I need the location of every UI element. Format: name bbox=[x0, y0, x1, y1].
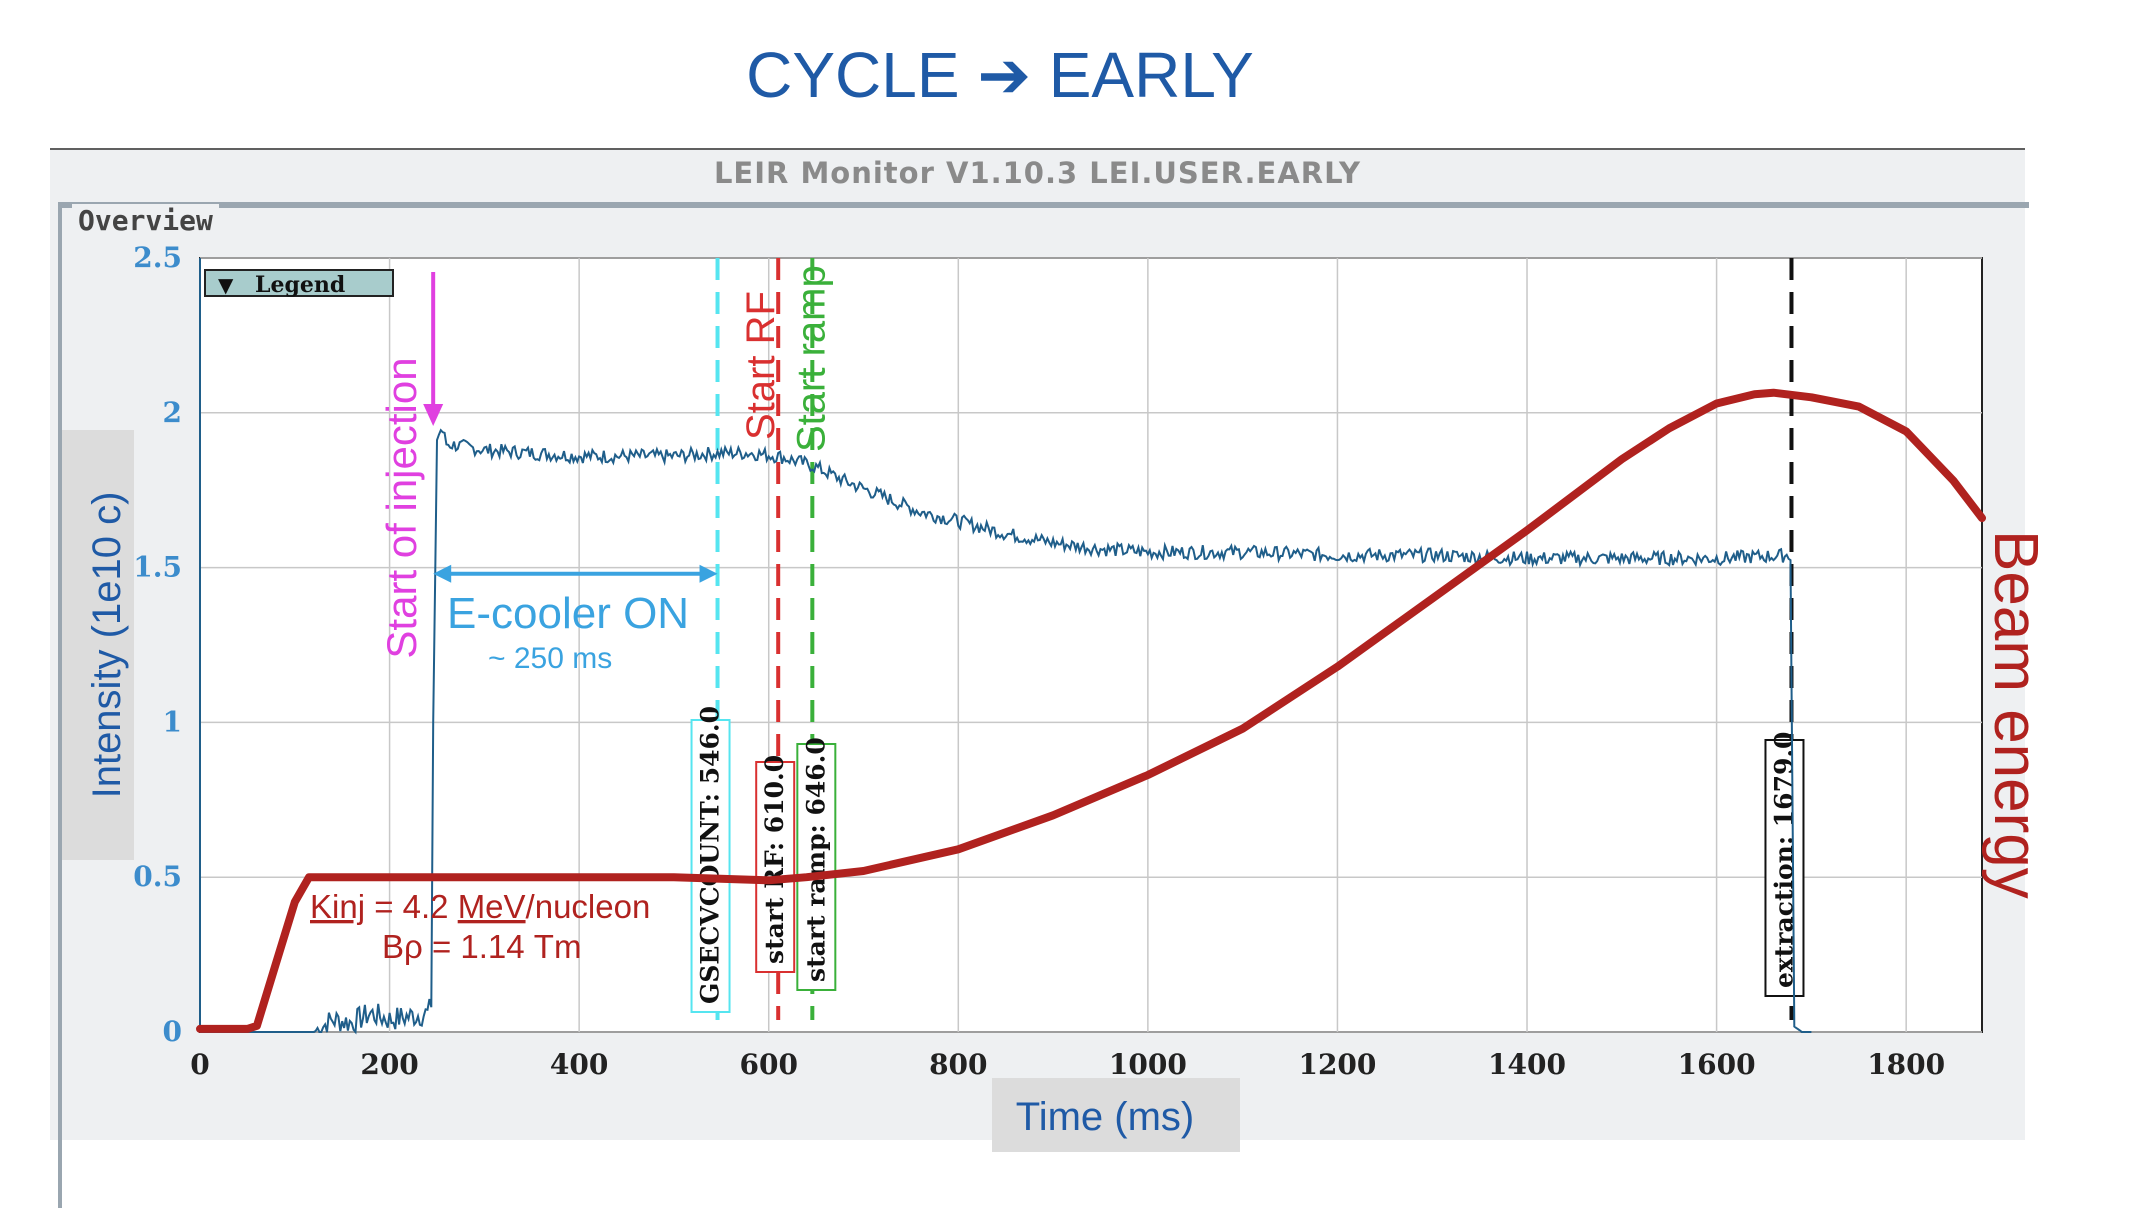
x-axis-title-box bbox=[992, 1078, 1240, 1152]
y-tick-label: 1 bbox=[163, 705, 182, 738]
intensity-chart: GSECVCOUNT: 546.0 start RF: 610.0 Start RF… bbox=[62, 241, 2050, 1152]
start_ramp-marker-box: start ramp: 646.0 bbox=[796, 737, 837, 991]
injection-label: Start of injection bbox=[378, 357, 425, 658]
window-title: LEIR Monitor V1.10.3 LEI.USER.EARLY bbox=[713, 156, 1362, 190]
legend-dropdown-icon: ▼ bbox=[218, 273, 234, 297]
gsecvcount-marker-box-frame bbox=[690, 719, 731, 1013]
kinj-equals: = 4.2 bbox=[365, 888, 458, 925]
x-tick-label: 600 bbox=[739, 1048, 797, 1081]
legend-button[interactable]: ▼ Legend bbox=[204, 269, 394, 298]
x-axis-title: Time (ms) bbox=[1016, 1095, 1194, 1139]
x-tick-label: 200 bbox=[360, 1048, 418, 1081]
legend-button-label: Legend bbox=[255, 272, 345, 298]
extraction-marker-box-frame bbox=[1764, 739, 1805, 997]
series bbox=[196, 258, 1986, 1035]
x-tick-label: 1800 bbox=[1867, 1048, 1945, 1081]
beam-energy-label: Beam energy bbox=[1981, 530, 2050, 899]
start_ramp-marker-box-label: start ramp: 646.0 bbox=[801, 737, 830, 982]
gsecvcount-marker-box: GSECVCOUNT: 546.0 bbox=[690, 706, 731, 1013]
start_ramp-marker-box-frame bbox=[796, 743, 837, 991]
x-tick-label: 400 bbox=[550, 1048, 608, 1081]
ecooler-duration-label: ~ 250 ms bbox=[488, 642, 612, 675]
injection-arrowhead bbox=[423, 404, 444, 426]
kinj-annotation: Kinj = 4.2 MeV/nucleon bbox=[310, 888, 650, 925]
intensity-series-line bbox=[200, 428, 1812, 1035]
grid bbox=[199, 257, 1982, 1033]
y-axis-title: Intensity (1e10 c) bbox=[85, 492, 129, 799]
extraction-marker-box: extraction: 1679.0 bbox=[1764, 732, 1805, 997]
kinj-prefix: Kinj bbox=[310, 888, 365, 925]
x-tick-label: 1200 bbox=[1298, 1048, 1376, 1081]
annotations bbox=[423, 272, 718, 583]
start_rf-line-label: Start RF bbox=[739, 291, 783, 440]
x-tick-label: 1600 bbox=[1678, 1048, 1756, 1081]
y-tick-label: 2.5 bbox=[133, 241, 182, 274]
kinj-suffix: /nucleon bbox=[526, 888, 651, 925]
axes: 0 200 400 600 800 1000 1200 1400 1600 1800 0 0.5 1 1.… bbox=[133, 241, 1945, 1081]
x-tick-label: 800 bbox=[929, 1048, 987, 1081]
plot-area bbox=[199, 257, 1983, 1033]
brho-annotation: Bρ = 1.14 Tm bbox=[382, 928, 581, 965]
ecooler-arrowhead-right bbox=[699, 564, 718, 583]
y-tick-label: 0 bbox=[163, 1015, 182, 1048]
x-tick-label: 1400 bbox=[1488, 1048, 1566, 1081]
start_ramp-line-label: Start ramp bbox=[789, 265, 833, 452]
y-tick-label: 1.5 bbox=[133, 551, 182, 584]
start_rf-marker-box: start RF: 610.0 bbox=[755, 755, 796, 973]
beam-energy-series-line bbox=[196, 388, 1986, 1033]
start_rf-marker-box-label: start RF: 610.0 bbox=[760, 755, 789, 964]
y-tick-label: 2 bbox=[163, 396, 182, 429]
kinj-unit: MeV bbox=[458, 888, 526, 925]
overview-panel bbox=[58, 202, 2029, 1208]
x-tick-label: 0 bbox=[190, 1048, 209, 1081]
y-axis-title-box bbox=[62, 430, 134, 860]
slide-title: CYCLE ➔ EARLY bbox=[746, 39, 1254, 111]
event-markers: GSECVCOUNT: 546.0 start RF: 610.0 Start RF… bbox=[690, 258, 1805, 1020]
gsecvcount-marker-box-label: GSECVCOUNT: 546.0 bbox=[696, 706, 725, 1004]
x-tick-label: 1000 bbox=[1109, 1048, 1187, 1081]
y-tick-label: 0.5 bbox=[133, 860, 182, 893]
ecooler-label: E-cooler ON bbox=[447, 589, 689, 638]
start_rf-marker-box-frame bbox=[755, 761, 796, 973]
ecooler-arrowhead-left bbox=[433, 564, 452, 583]
overview-panel-label: Overview bbox=[72, 204, 219, 237]
